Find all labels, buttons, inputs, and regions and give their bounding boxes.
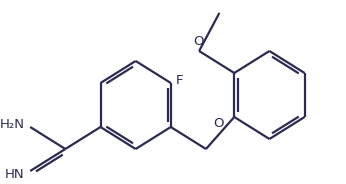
Text: HN: HN: [5, 167, 25, 181]
Text: O: O: [193, 35, 203, 48]
Text: F: F: [175, 73, 183, 86]
Text: O: O: [213, 117, 224, 130]
Text: H₂N: H₂N: [0, 118, 25, 132]
